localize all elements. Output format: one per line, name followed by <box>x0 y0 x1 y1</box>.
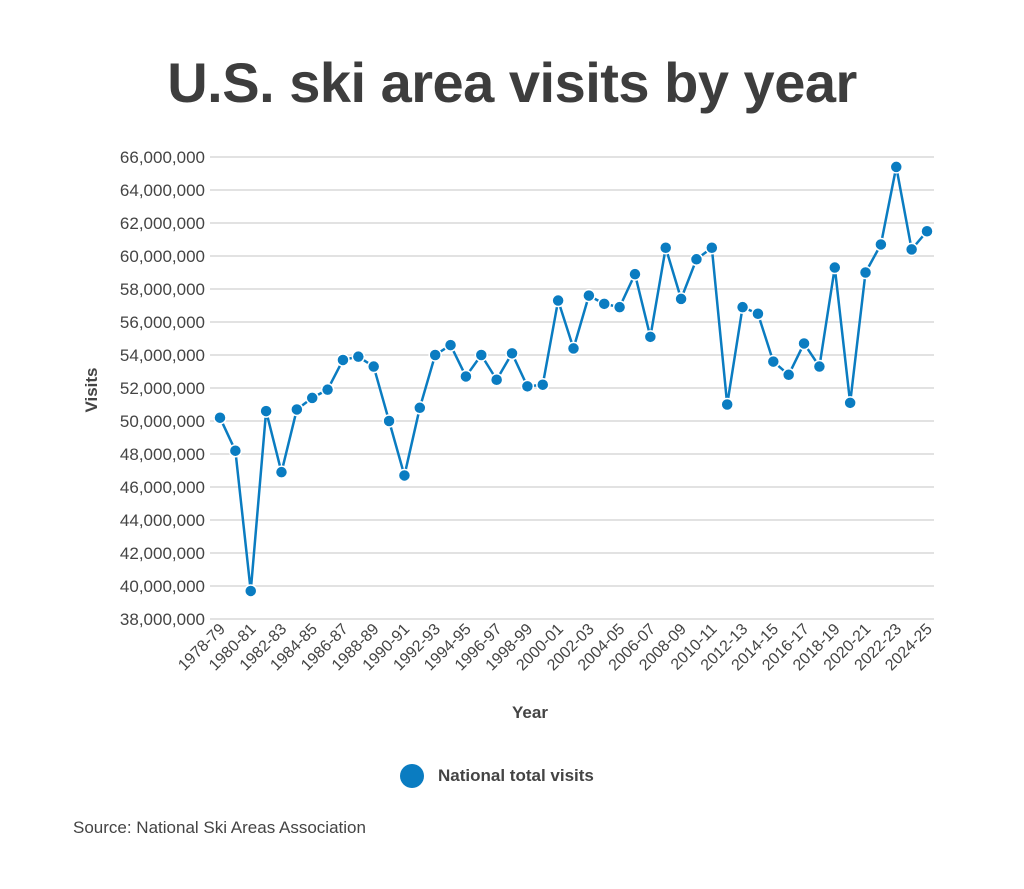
data-point <box>474 348 489 362</box>
data-point <box>920 224 934 238</box>
legend-marker <box>400 764 424 788</box>
source-note: Source: National Ski Areas Association <box>73 818 366 837</box>
data-point <box>658 241 673 255</box>
data-point <box>505 346 519 361</box>
data-point <box>628 267 642 281</box>
y-tick-labels: 38,000,000 40,000,000 42,000,000 44,000,000… <box>120 148 205 629</box>
data-point <box>643 330 658 344</box>
data-point <box>566 341 581 356</box>
data-point <box>489 373 504 387</box>
data-point <box>828 260 842 275</box>
data-point <box>259 404 273 418</box>
data-point <box>351 349 366 364</box>
data-point <box>290 402 304 417</box>
y-tick-label: 46,000,000 <box>120 478 205 497</box>
y-axis-label: Visits <box>82 367 101 412</box>
data-point <box>320 382 335 397</box>
data-point <box>413 401 427 415</box>
data-point <box>397 468 412 483</box>
y-tick-label: 40,000,000 <box>120 577 205 596</box>
data-point <box>305 391 319 405</box>
data-point <box>274 465 289 479</box>
data-point <box>612 300 627 314</box>
y-tick-label: 38,000,000 <box>120 610 205 629</box>
data-point <box>904 242 919 257</box>
data-point <box>366 359 381 374</box>
y-tick-label: 60,000,000 <box>120 247 205 266</box>
data-point <box>228 443 243 458</box>
data-point <box>874 237 888 252</box>
data-point <box>735 300 750 314</box>
data-point <box>705 241 719 255</box>
data-point <box>213 410 227 425</box>
gridlines <box>210 156 934 620</box>
y-tick-label: 50,000,000 <box>120 412 205 431</box>
data-point <box>751 307 765 321</box>
data-point <box>443 338 458 352</box>
data-point <box>336 353 350 367</box>
data-point <box>781 368 796 382</box>
data-point <box>720 397 734 412</box>
series-points <box>213 160 934 598</box>
data-point <box>812 359 827 374</box>
y-tick-label: 62,000,000 <box>120 214 205 233</box>
y-tick-label: 52,000,000 <box>120 379 205 398</box>
data-point <box>597 297 611 311</box>
y-tick-label: 56,000,000 <box>120 313 205 332</box>
series-line-path <box>218 165 928 593</box>
y-tick-label: 54,000,000 <box>120 346 205 365</box>
y-tick-label: 44,000,000 <box>120 511 205 530</box>
x-tick-labels: 1978-791980-811982-831984-851986-871988-… <box>175 621 936 675</box>
data-point <box>459 369 473 384</box>
data-point <box>582 288 596 303</box>
data-point <box>889 160 904 174</box>
data-point <box>520 379 535 394</box>
y-tick-label: 42,000,000 <box>120 544 205 563</box>
y-tick-label: 48,000,000 <box>120 445 205 464</box>
y-tick-label: 64,000,000 <box>120 181 205 200</box>
data-point <box>243 584 258 598</box>
series-line <box>218 165 928 593</box>
data-point <box>674 292 688 306</box>
data-point <box>797 336 811 351</box>
legend: National total visits <box>400 764 594 788</box>
chart-title: U.S. ski area visits by year <box>167 51 857 114</box>
legend-label: National total visits <box>438 766 594 785</box>
x-axis-label: Year <box>512 703 548 722</box>
data-point <box>536 377 550 392</box>
data-point <box>766 354 781 369</box>
data-point <box>551 293 565 308</box>
data-point <box>428 348 442 362</box>
data-point <box>382 414 396 428</box>
y-tick-label: 66,000,000 <box>120 148 205 167</box>
data-point <box>689 252 704 267</box>
data-point <box>858 265 873 280</box>
y-tick-label: 58,000,000 <box>120 280 205 299</box>
data-point <box>843 396 857 410</box>
